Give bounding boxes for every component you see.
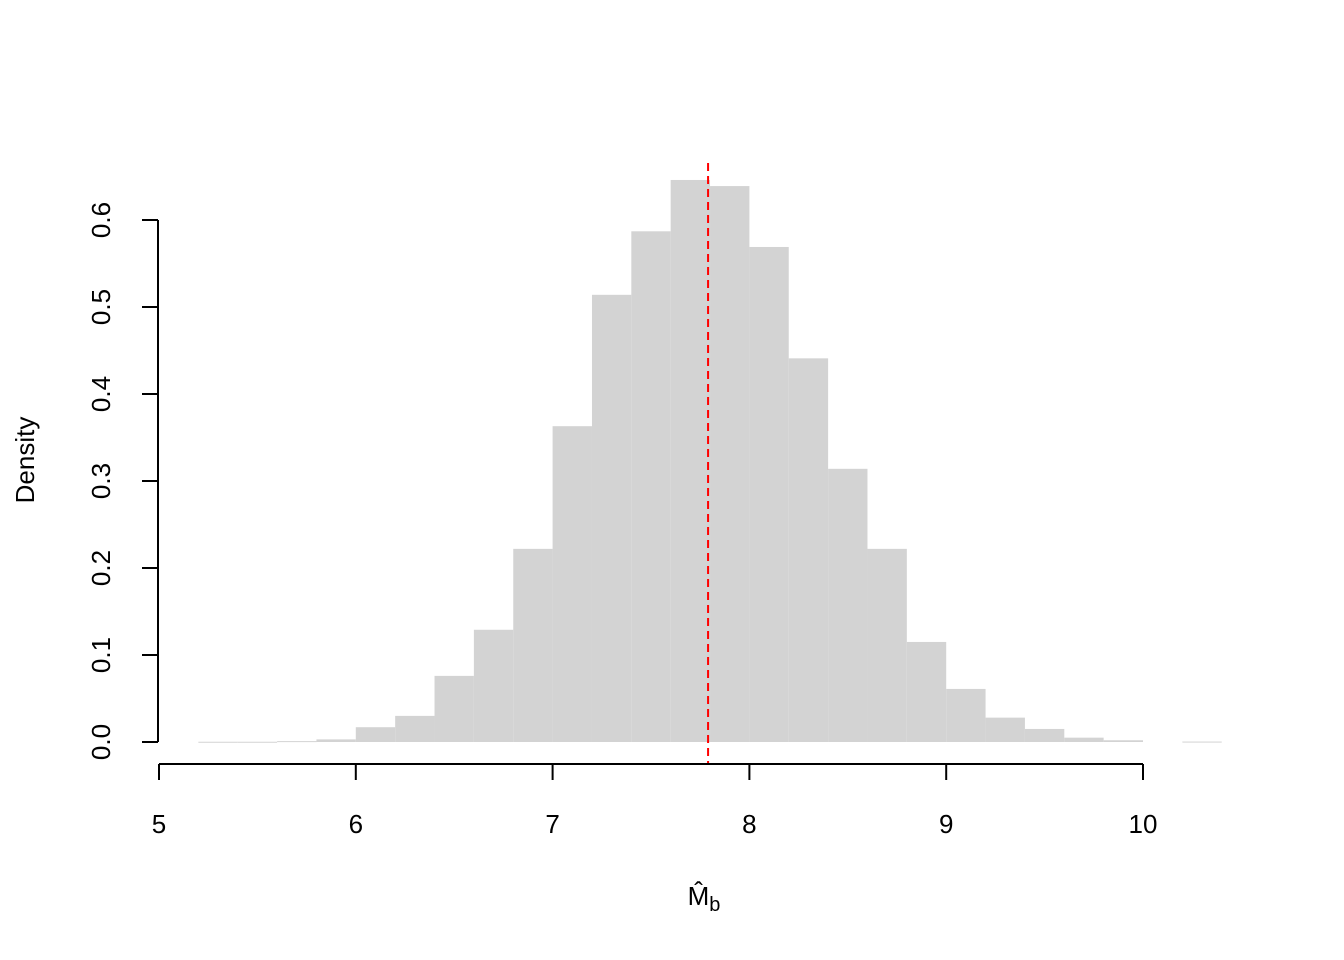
y-tick-label: 0.4 <box>86 376 116 412</box>
y-axis-title: Density <box>10 417 40 504</box>
histogram-bar <box>237 741 278 743</box>
histogram-bar <box>316 739 356 742</box>
y-tick-label: 0.3 <box>86 463 116 499</box>
histogram-bar <box>355 727 396 742</box>
x-tick-label: 9 <box>939 809 953 839</box>
histogram-bar <box>395 715 435 742</box>
histogram-bar <box>1064 737 1104 742</box>
histogram-bar <box>946 688 986 742</box>
histogram-bar <box>710 186 750 742</box>
bars-group <box>198 179 1222 743</box>
histogram-bar <box>985 717 1025 742</box>
x-tick-label: 8 <box>742 809 756 839</box>
y-tick-label: 0.5 <box>86 289 116 325</box>
x-axis: 5 6 7 8 9 10 <box>152 763 1158 839</box>
histogram-bar <box>867 548 907 742</box>
histogram-bar <box>1182 741 1222 743</box>
y-tick-label: 0.2 <box>86 550 116 586</box>
x-tick-label: 6 <box>349 809 363 839</box>
histogram-bar <box>591 294 632 742</box>
histogram-bar <box>749 246 789 742</box>
histogram-bar <box>473 629 514 742</box>
histogram-bar <box>513 548 553 742</box>
histogram-bar <box>198 741 238 743</box>
x-tick-label: 7 <box>545 809 559 839</box>
histogram-bar <box>277 741 317 743</box>
y-tick-label: 0.1 <box>86 637 116 673</box>
y-tick-label: 0.6 <box>86 202 116 238</box>
y-tick-label: 0.0 <box>86 724 116 760</box>
y-axis: 0.0 0.1 0.2 0.3 0.4 0.5 0.6 <box>86 202 159 760</box>
histogram-bar <box>670 179 711 743</box>
histogram-bar <box>434 675 474 742</box>
histogram-bar <box>631 231 671 742</box>
histogram-bar <box>788 358 829 742</box>
histogram-bar <box>1024 728 1065 742</box>
x-axis-title: M̂b <box>688 881 721 916</box>
histogram-bar <box>552 426 592 742</box>
histogram-bar <box>906 641 947 742</box>
x-axis-title-main: M̂ <box>688 881 710 911</box>
histogram-bar <box>828 468 868 742</box>
histogram-bar <box>1103 740 1143 742</box>
x-tick-label: 10 <box>1129 809 1158 839</box>
x-axis-title-subscript: b <box>709 894 720 916</box>
x-tick-label: 5 <box>152 809 166 839</box>
